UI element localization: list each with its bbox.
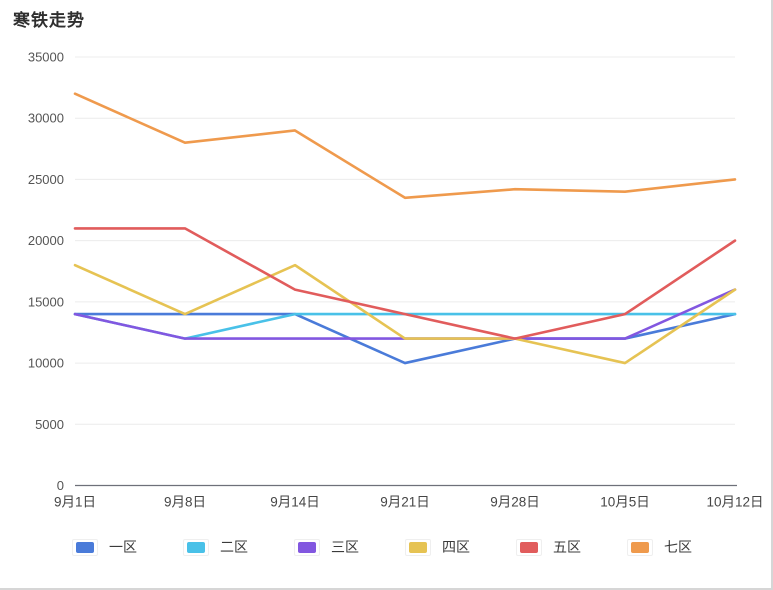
legend-item-zone7[interactable]: 七区 bbox=[627, 537, 692, 557]
x-axis-label: 10月12日 bbox=[706, 495, 763, 510]
y-axis-label: 20000 bbox=[28, 233, 64, 248]
chart-title: 寒铁走势 bbox=[13, 11, 85, 30]
legend-swatch-zone1 bbox=[76, 541, 94, 553]
x-axis-label: 9月21日 bbox=[380, 495, 430, 510]
legend-label: 二区 bbox=[220, 539, 248, 555]
legend-swatch-zone5 bbox=[520, 541, 538, 553]
legend-swatch-box bbox=[627, 538, 653, 556]
x-axis-label: 10月5日 bbox=[600, 495, 650, 510]
x-axis-label: 9月28日 bbox=[490, 495, 540, 510]
legend-item-zone3[interactable]: 三区 bbox=[294, 537, 359, 557]
line-chart-plot-area[interactable]: 0 5000 10000 15000 20000 25000 30000 35000 9月1日 9… bbox=[0, 0, 773, 530]
legend-label: 一区 bbox=[109, 539, 137, 555]
series-line-4[interactable] bbox=[73, 227, 737, 340]
legend-item-zone2[interactable]: 二区 bbox=[183, 537, 248, 557]
y-axis-label: 30000 bbox=[28, 111, 64, 126]
legend-swatch-box bbox=[294, 538, 320, 556]
legend-item-zone4[interactable]: 四区 bbox=[405, 537, 470, 557]
y-axis-label: 25000 bbox=[28, 172, 64, 187]
legend-swatch-box bbox=[405, 538, 431, 556]
x-axis-label: 9月14日 bbox=[270, 495, 320, 510]
legend-swatch-zone3 bbox=[298, 541, 316, 553]
legend-swatch-box bbox=[183, 538, 209, 556]
x-axis-label: 9月8日 bbox=[164, 495, 206, 510]
legend-item-zone5[interactable]: 五区 bbox=[516, 537, 581, 557]
y-axis-label: 0 bbox=[57, 478, 64, 493]
legend-swatch-zone7 bbox=[631, 541, 649, 553]
y-axis-label: 5000 bbox=[35, 417, 64, 432]
legend-label: 四区 bbox=[442, 539, 470, 555]
chart-legend: 一区 二区 三区 四区 五区 七区 bbox=[72, 537, 692, 557]
legend-swatch-zone2 bbox=[187, 541, 205, 553]
x-axis-label: 9月1日 bbox=[54, 495, 96, 510]
legend-label: 三区 bbox=[331, 539, 359, 555]
legend-swatch-zone4 bbox=[409, 541, 427, 553]
legend-label: 七区 bbox=[664, 539, 692, 555]
y-axis-label: 35000 bbox=[28, 50, 64, 65]
series-line-3[interactable] bbox=[73, 263, 737, 365]
legend-swatch-box bbox=[72, 538, 98, 556]
y-axis-label: 10000 bbox=[28, 356, 64, 371]
legend-item-zone1[interactable]: 一区 bbox=[72, 537, 137, 557]
y-axis-label: 15000 bbox=[28, 294, 64, 309]
legend-swatch-box bbox=[516, 538, 542, 556]
series-line-5[interactable] bbox=[73, 92, 737, 200]
legend-label: 五区 bbox=[553, 539, 581, 555]
